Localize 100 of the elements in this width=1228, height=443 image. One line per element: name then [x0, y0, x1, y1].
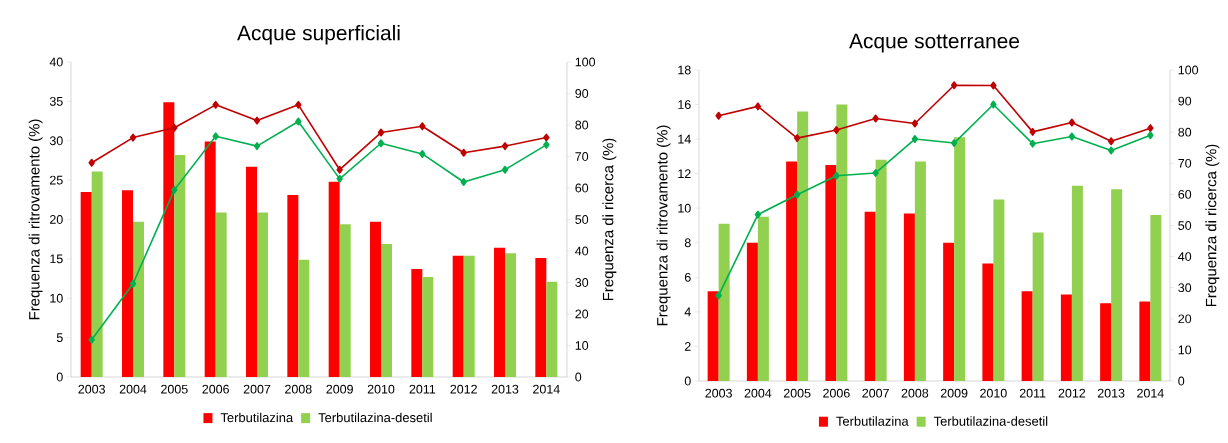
point	[1147, 131, 1154, 140]
x-tick-label: 2013	[1097, 388, 1125, 398]
x-tick-label: 2006	[202, 384, 229, 394]
bar	[411, 269, 423, 377]
point	[715, 291, 722, 300]
point	[754, 210, 762, 219]
point	[129, 133, 137, 142]
bar	[914, 161, 926, 381]
y-tick-label: 4	[684, 307, 691, 317]
y-tick-label: 25	[50, 175, 63, 185]
x-tick-label: 2007	[862, 388, 889, 398]
bar	[1021, 291, 1033, 381]
x-tick-label: 2009	[326, 384, 353, 394]
point	[295, 117, 302, 126]
y2-tick-label: 20	[1178, 314, 1192, 324]
y2-tick-label: 40	[1178, 252, 1192, 261]
point	[129, 279, 137, 288]
point	[336, 165, 343, 174]
y2-tick-label: 40	[575, 246, 589, 256]
point	[336, 174, 343, 183]
point	[950, 139, 958, 148]
bar	[746, 242, 758, 381]
legend-label: Terbutilazina-desetil	[933, 416, 1048, 426]
y2-tick-label: 100	[1178, 65, 1199, 75]
point	[88, 335, 95, 344]
x-tick-label: 2005	[161, 384, 188, 394]
point	[88, 158, 95, 167]
point	[1029, 139, 1036, 148]
point	[990, 81, 997, 90]
point	[793, 134, 801, 143]
y2-tick-label: 100	[575, 57, 596, 67]
y-tick-label: 10	[678, 203, 691, 213]
bar	[339, 224, 351, 377]
x-tick-label: 2014	[1137, 388, 1164, 398]
point	[833, 126, 840, 135]
point	[419, 122, 426, 131]
point	[377, 128, 385, 137]
y-tick-label: 2	[684, 342, 691, 351]
y-tick-label: 16	[678, 100, 691, 109]
bar	[328, 181, 340, 377]
x-tick-label: 2009	[940, 388, 968, 398]
y-tick-label: 20	[50, 215, 63, 224]
x-tick-label: 2006	[823, 388, 850, 398]
bar	[381, 243, 393, 377]
bar	[1032, 232, 1044, 381]
bar	[463, 255, 475, 377]
bar	[707, 291, 719, 381]
x-tick-label: 2004	[744, 388, 772, 398]
point	[543, 140, 550, 149]
y-tick-label: 5	[56, 333, 63, 342]
y-tick-label: 14	[678, 134, 691, 144]
point	[212, 132, 219, 141]
point	[543, 133, 550, 142]
y2-tick-label: 50	[575, 215, 589, 224]
x-tick-label: 2012	[450, 384, 477, 394]
x-tick-label: 2005	[783, 388, 811, 398]
x-tick-label: 2010	[367, 384, 395, 394]
legend-label: Terbutilazina	[836, 416, 909, 426]
y2-tick-label: 20	[575, 309, 589, 319]
bar	[215, 212, 227, 377]
y-axis-title: Frequenza di ritrovamento (%)	[656, 125, 671, 326]
bar	[505, 253, 517, 377]
y2-tick-label: 10	[575, 341, 589, 350]
point	[171, 123, 178, 132]
y-tick-label: 10	[50, 293, 63, 303]
point	[171, 185, 178, 194]
bar	[257, 212, 269, 377]
y2-tick-label: 30	[1178, 283, 1192, 293]
point	[715, 111, 722, 120]
y2-tick-label: 60	[1178, 189, 1192, 199]
point	[833, 171, 840, 180]
legend-label: Terbutilazina-desetil	[318, 412, 432, 423]
y2-tick-label: 50	[1178, 221, 1192, 230]
point	[793, 190, 801, 199]
y2-tick-label: 70	[1178, 158, 1192, 168]
y-tick-label: 35	[49, 96, 63, 106]
bar	[287, 195, 299, 377]
bar	[1071, 185, 1083, 381]
x-tick-label: 2010	[980, 388, 1007, 398]
y-tick-label: 40	[49, 57, 63, 67]
y2-tick-label: 0	[1178, 376, 1185, 386]
x-tick-label: 2013	[491, 384, 519, 394]
point	[911, 119, 919, 128]
bar	[298, 259, 310, 377]
bar	[982, 263, 994, 381]
point	[419, 149, 426, 158]
y2-tick-label: 10	[1178, 345, 1192, 355]
bar	[1111, 189, 1123, 381]
x-tick-label: 2007	[243, 384, 271, 394]
bar	[954, 137, 966, 381]
y-tick-label: 8	[684, 238, 691, 248]
chart-title: Acque superficiali	[237, 24, 400, 45]
point	[990, 100, 997, 109]
bar	[1100, 303, 1112, 381]
bar	[494, 247, 506, 377]
bar	[163, 102, 175, 377]
x-tick-label: 2014	[533, 384, 560, 394]
bar	[422, 276, 434, 377]
point	[911, 135, 919, 144]
point	[460, 148, 467, 157]
